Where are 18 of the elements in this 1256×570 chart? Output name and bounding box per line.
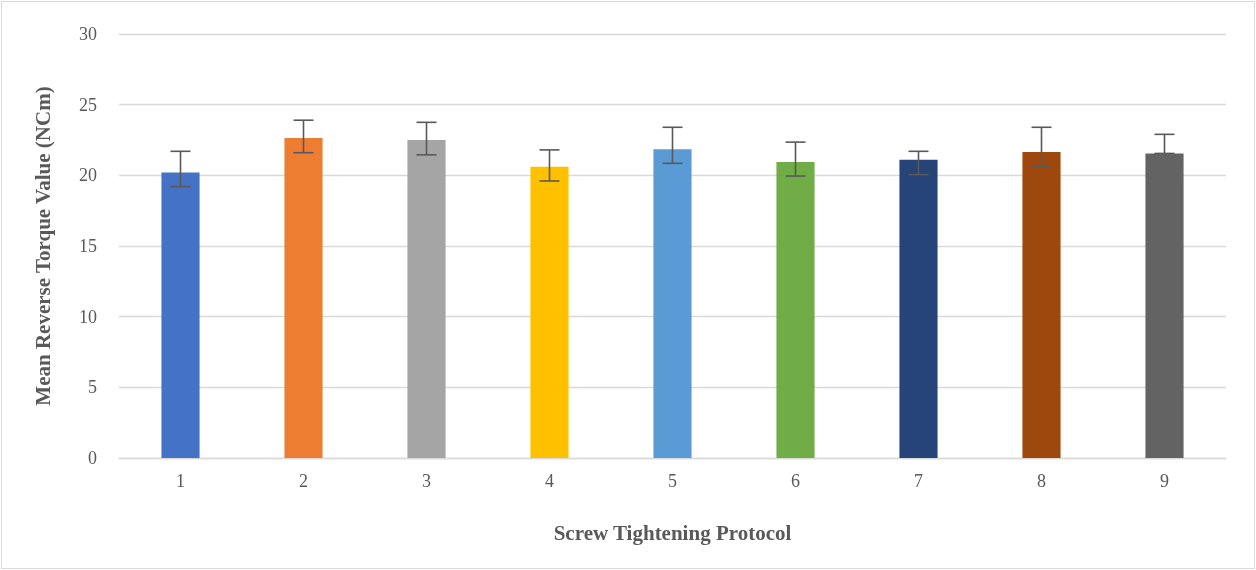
y-tick-label: 0 [88, 448, 97, 468]
y-tick-label: 20 [79, 165, 97, 186]
y-tick-label: 25 [79, 94, 97, 115]
y-axis-title: Mean Reverse Torque Value (NCm) [30, 86, 55, 406]
x-tick-label: 9 [1160, 471, 1169, 491]
y-tick-label: 5 [88, 377, 97, 398]
x-tick-label: 8 [1037, 471, 1046, 491]
x-tick-label: 1 [176, 471, 185, 491]
x-tick-label: 6 [791, 471, 800, 491]
y-tick-label: 15 [79, 236, 97, 256]
x-tick-label: 7 [914, 471, 923, 491]
y-tick-label: 30 [79, 24, 97, 44]
x-tick-label: 3 [422, 471, 431, 491]
x-tick-label: 5 [668, 471, 677, 491]
x-tick-label: 4 [545, 471, 554, 491]
x-axis-title: Screw Tightening Protocol [553, 520, 792, 545]
y-tick-label: 10 [79, 306, 97, 327]
x-tick-label: 2 [299, 471, 308, 491]
